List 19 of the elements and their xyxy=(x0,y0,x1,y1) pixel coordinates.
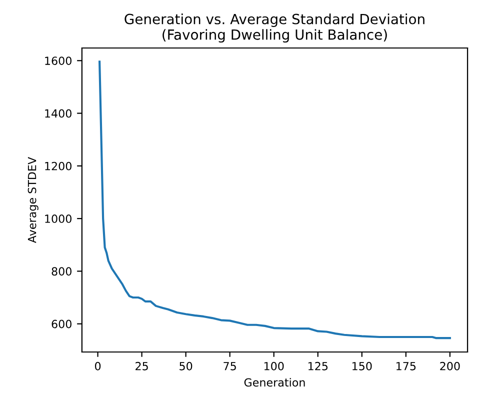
x-tick-label: 150 xyxy=(352,362,372,370)
x-tick-label: 125 xyxy=(308,362,328,370)
x-tick-label: 50 xyxy=(180,362,192,370)
x-tick-label: 25 xyxy=(136,362,148,370)
y-tick-label: 1200 xyxy=(45,162,72,170)
line-series xyxy=(98,60,451,340)
y-axis-title: Average STDEV xyxy=(28,157,38,243)
x-tick-label: 75 xyxy=(224,362,236,370)
x-tick-label: 100 xyxy=(264,362,284,370)
x-tick-label: 200 xyxy=(440,362,460,370)
y-tick-label: 1000 xyxy=(45,214,72,223)
y-tick-label: 1400 xyxy=(45,109,72,118)
y-tick-label: 1600 xyxy=(45,56,72,66)
chart-title: Generation vs. Average Standard Deviation (Favoring Dwelling Unit Balance) xyxy=(124,14,424,43)
x-axis-title: Generation xyxy=(244,378,305,387)
y-tick-label: 600 xyxy=(52,320,72,328)
x-tick-label: 0 xyxy=(94,362,101,370)
y-tick-label: 800 xyxy=(52,267,72,276)
x-tick-label: 175 xyxy=(396,362,416,370)
